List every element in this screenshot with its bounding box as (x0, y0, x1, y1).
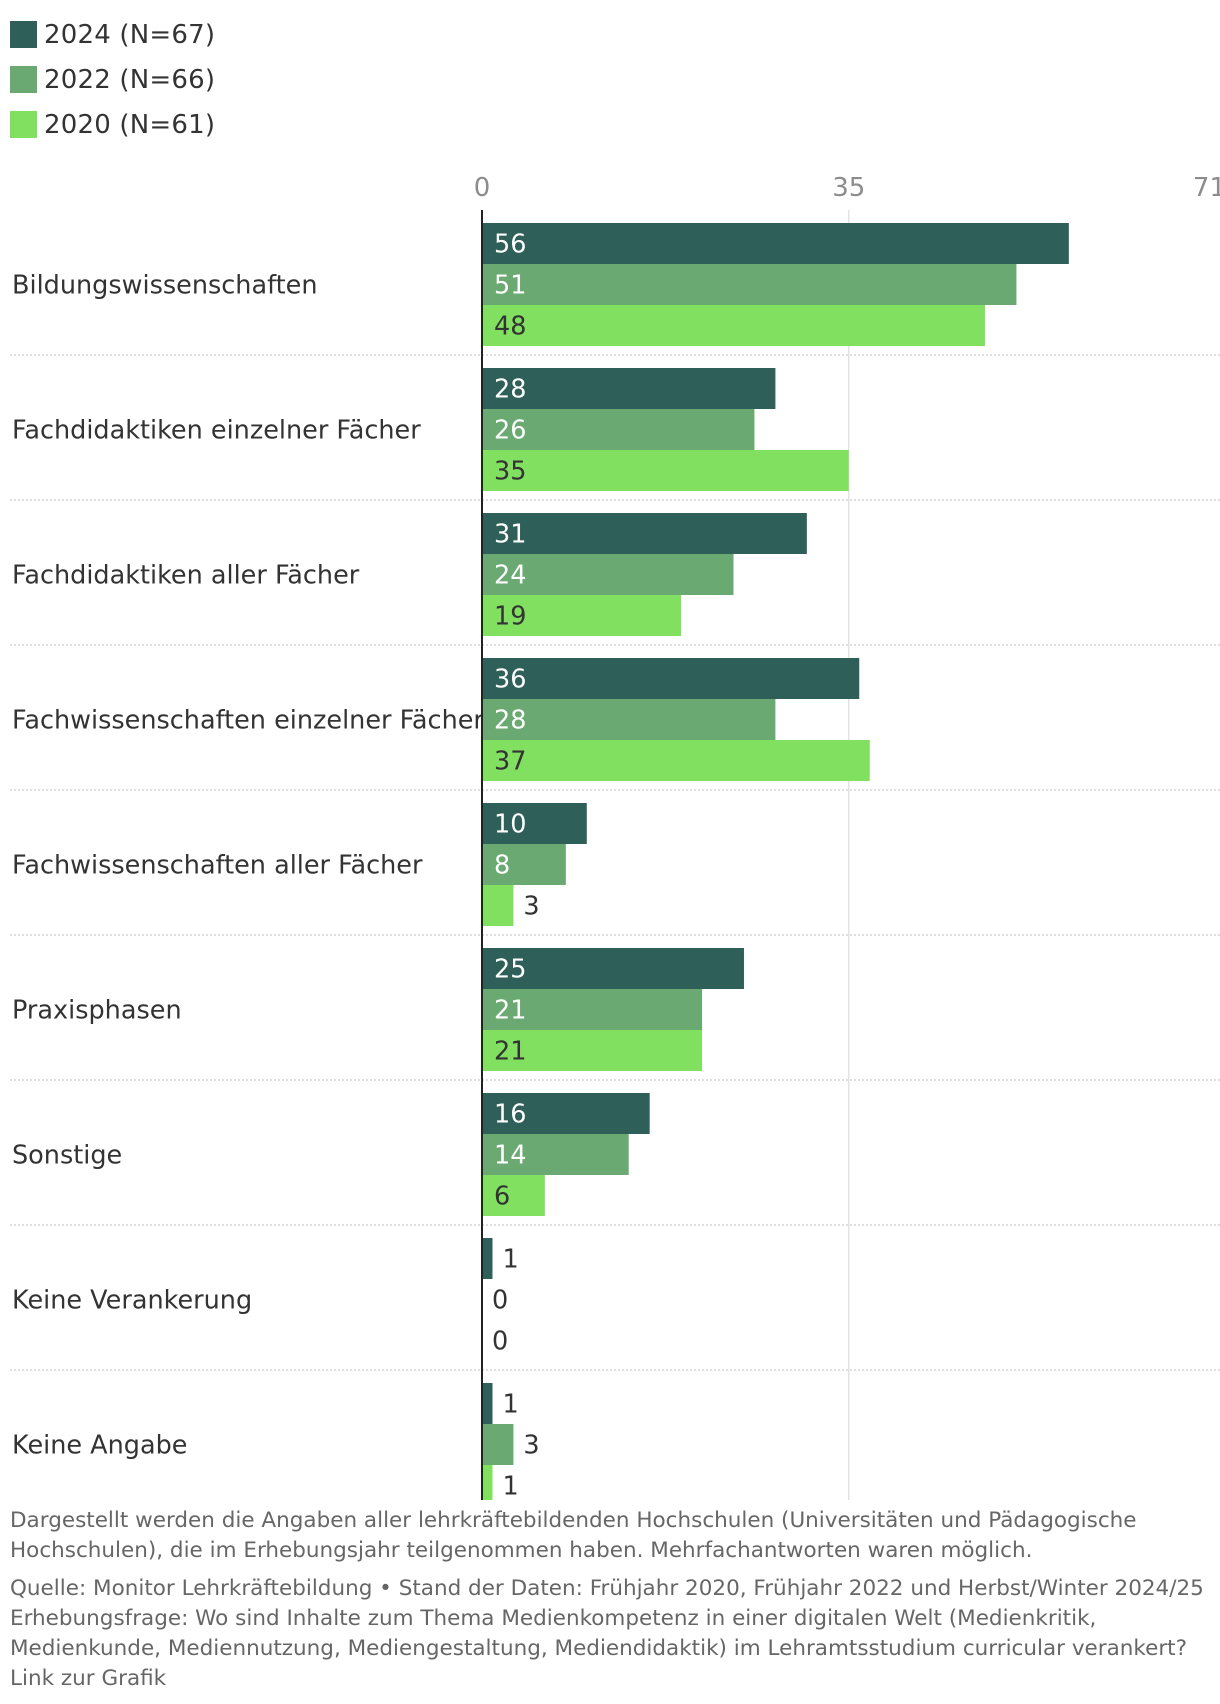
bar-2022 (482, 1134, 629, 1175)
category-label: Praxisphasen (12, 996, 182, 1026)
data-label: 1 (502, 1472, 518, 1501)
category-label: Fachwissenschaften aller Fächer (12, 851, 423, 881)
bar-2024 (482, 1093, 650, 1134)
data-label: 37 (494, 747, 526, 777)
legend-swatch (10, 21, 37, 48)
bar-2020 (482, 305, 985, 346)
data-label: 8 (494, 851, 510, 881)
data-label: 26 (494, 416, 526, 446)
chart-link[interactable]: Link zur Grafik (10, 1666, 167, 1691)
data-label: 36 (494, 665, 526, 695)
legend-label: 2022 (N=66) (44, 64, 216, 95)
category-label: Fachwissenschaften einzelner Fächer (12, 706, 484, 736)
x-tick-label: 35 (832, 173, 865, 203)
x-tick-label: 0 (474, 173, 491, 203)
bar-2022 (482, 264, 1017, 305)
data-label: 6 (494, 1182, 510, 1212)
data-label: 1 (502, 1390, 518, 1420)
bar-2022 (482, 699, 776, 740)
bar-2024 (482, 223, 1069, 264)
category-label: Fachdidaktiken aller Fächer (12, 561, 360, 591)
data-label: 3 (523, 892, 539, 922)
data-label: 16 (494, 1100, 526, 1130)
data-label: 28 (494, 706, 526, 736)
legend-item: 2020 (N=61) (10, 102, 215, 147)
bar-2024 (482, 368, 776, 409)
legend-label: 2024 (N=67) (44, 19, 216, 50)
bar-2024 (482, 658, 860, 699)
category-label: Bildungswissenschaften (12, 271, 317, 301)
data-label: 10 (494, 810, 526, 840)
data-label: 21 (494, 1037, 526, 1067)
data-label: 48 (494, 312, 526, 342)
bar-2022 (482, 409, 755, 450)
bar-2024 (482, 1383, 493, 1424)
data-label: 31 (494, 520, 526, 550)
legend-swatch (10, 66, 37, 93)
category-label: Keine Verankerung (12, 1286, 252, 1316)
bar-2024 (482, 948, 744, 989)
data-label: 0 (492, 1286, 508, 1316)
data-label: 35 (494, 457, 526, 487)
legend-item: 2022 (N=66) (10, 57, 215, 102)
bar-2022 (482, 989, 703, 1030)
bar-2024 (482, 1238, 493, 1279)
bar-2020 (482, 885, 514, 926)
bar-2020 (482, 1030, 703, 1071)
bar-2020 (482, 1465, 493, 1500)
category-label: Sonstige (12, 1141, 122, 1171)
data-label: 14 (494, 1141, 526, 1171)
chart-description: Dargestellt werden die Angaben aller leh… (10, 1508, 1137, 1563)
bar-2020 (482, 595, 682, 636)
data-label: 28 (494, 375, 526, 405)
data-label: 0 (492, 1327, 508, 1357)
bar-2022 (482, 844, 566, 885)
bar-2020 (482, 450, 849, 491)
data-label: 3 (523, 1431, 539, 1461)
legend: 2024 (N=67) 2022 (N=66) 2020 (N=61) (10, 12, 215, 147)
survey-question: Erhebungsfrage: Wo sind Inhalte zum Them… (10, 1606, 1188, 1661)
x-tick-label: 71 (1193, 173, 1220, 203)
data-label: 21 (494, 996, 526, 1026)
category-label: Keine Angabe (12, 1431, 187, 1461)
legend-swatch (10, 111, 37, 138)
bar-2020 (482, 740, 870, 781)
data-label: 1 (502, 1245, 518, 1275)
bar-2020 (482, 1175, 545, 1216)
bar-2022 (482, 554, 734, 595)
bar-2024 (482, 513, 807, 554)
chart-source: Quelle: Monitor Lehrkräftebildung • Stan… (10, 1576, 1204, 1601)
legend-item: 2024 (N=67) (10, 12, 215, 57)
data-label: 24 (494, 561, 526, 591)
bar-2024 (482, 803, 587, 844)
data-label: 19 (494, 602, 526, 632)
bar-chart: 0 35 71 Bildungswissenschaften 56 51 48 Fachdid… (10, 173, 1220, 1501)
chart-notes: Dargestellt werden die Angaben aller leh… (10, 1506, 1210, 1694)
bar-2022 (482, 1424, 514, 1465)
data-label: 25 (494, 955, 526, 985)
category-label: Fachdidaktiken einzelner Fächer (12, 416, 421, 446)
data-label: 56 (494, 230, 526, 260)
legend-label: 2020 (N=61) (44, 109, 216, 140)
data-label: 51 (494, 271, 526, 301)
